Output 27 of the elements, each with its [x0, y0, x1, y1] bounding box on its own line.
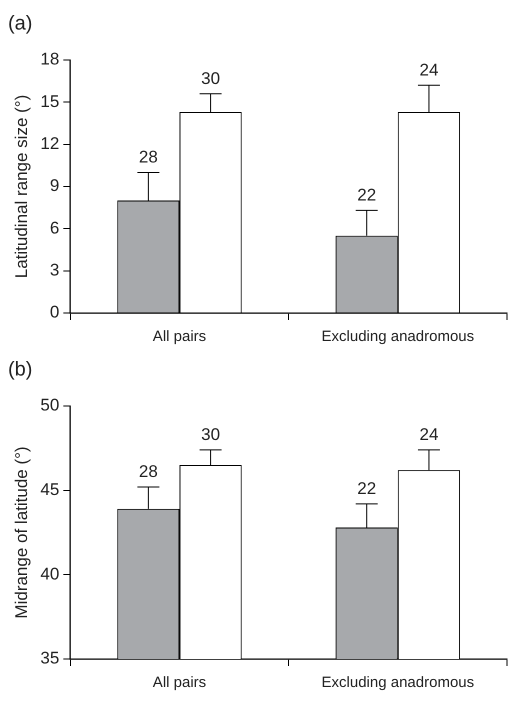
annotation: 22	[357, 479, 376, 498]
y-tick-label: 18	[40, 50, 60, 69]
annotation: 28	[138, 462, 158, 482]
annotation: 28	[138, 148, 158, 167]
x-tick-label: Excluding anadromous	[322, 674, 474, 692]
y-axis-title: Midrange of latitude (°)	[12, 446, 31, 619]
y-tick-label: 3	[50, 260, 60, 280]
annotation: 30	[201, 68, 220, 88]
x-tick-label: Excluding anadromous	[322, 328, 474, 346]
chart-title: (b)	[8, 358, 32, 381]
y-tick-label: 35	[40, 648, 60, 668]
y-tick-label: 15	[40, 92, 60, 111]
x-tick-label: All pairs	[152, 328, 206, 346]
x-tick-label: All pairs	[152, 674, 206, 692]
y-tick-label: 0	[50, 302, 60, 322]
annotation: 22	[357, 186, 376, 205]
y-tick-label: 6	[50, 218, 60, 238]
y-tick-label: 9	[50, 176, 60, 196]
y-tick-label: 50	[40, 396, 60, 415]
y-tick-label: 45	[40, 480, 60, 500]
annotation: 24	[419, 425, 438, 444]
y-axis-title: Latitudinal range size (°)	[12, 94, 31, 278]
y-tick-label: 12	[40, 134, 60, 154]
chart-title: (a)	[8, 12, 32, 35]
y-tick-label: 40	[40, 564, 60, 584]
annotation: 24	[419, 60, 438, 80]
annotation: 30	[201, 425, 220, 444]
